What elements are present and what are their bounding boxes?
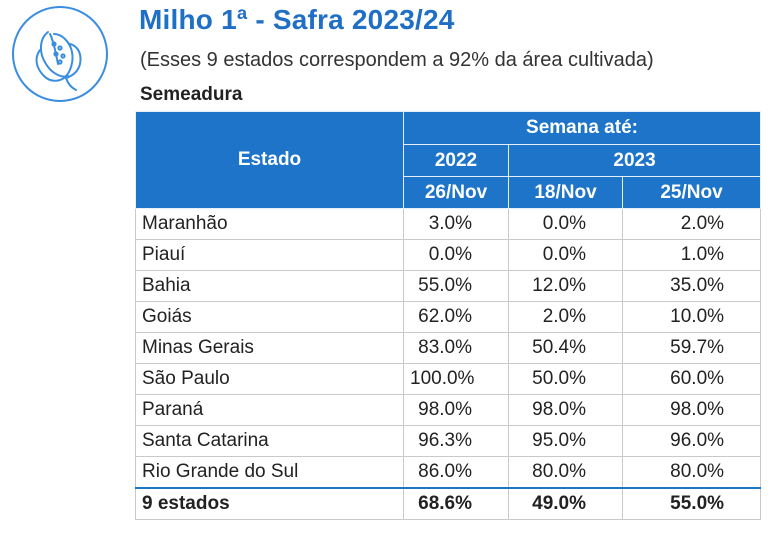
- section-heading: Semeadura: [140, 84, 243, 105]
- table-row: Goiás 62.0% 2.0% 10.0%: [135, 301, 762, 333]
- value-cell: 2.0%: [508, 301, 623, 333]
- total-value: 68.6%: [403, 487, 509, 520]
- table-row: Santa Catarina 96.3% 95.0% 96.0%: [135, 425, 762, 457]
- table-row: Minas Gerais 83.0% 50.4% 59.7%: [135, 332, 762, 364]
- year-header-2022: 2022: [403, 144, 509, 177]
- value-cell: 0.0%: [508, 239, 623, 271]
- state-cell: Bahia: [135, 270, 404, 302]
- table-row: Piauí 0.0% 0.0% 1.0%: [135, 239, 762, 271]
- page-title: Milho 1ª - Safra 2023/24: [139, 4, 455, 35]
- value-cell: 3.0%: [403, 208, 509, 240]
- value-cell: 12.0%: [508, 270, 623, 302]
- total-value: 49.0%: [508, 487, 623, 520]
- total-label: 9 estados: [135, 487, 404, 520]
- table-row: Maranhão 3.0% 0.0% 2.0%: [135, 208, 762, 240]
- value-cell: 1.0%: [621, 239, 762, 271]
- value-cell: 50.4%: [508, 332, 623, 364]
- value-cell: 55.0%: [403, 270, 509, 302]
- total-value: 55.0%: [621, 487, 762, 520]
- value-cell: 0.0%: [508, 208, 623, 240]
- state-cell: São Paulo: [135, 363, 404, 395]
- value-cell: 98.0%: [508, 394, 623, 426]
- table-row: Paraná 98.0% 98.0% 98.0%: [135, 394, 762, 426]
- date-header: 18/Nov: [508, 176, 623, 209]
- value-cell: 86.0%: [403, 456, 509, 489]
- value-cell: 80.0%: [508, 456, 623, 489]
- column-header-state: Estado: [135, 111, 404, 209]
- value-cell: 2.0%: [621, 208, 762, 240]
- table-row: Bahia 55.0% 12.0% 35.0%: [135, 270, 762, 302]
- state-cell: Maranhão: [135, 208, 404, 240]
- value-cell: 0.0%: [403, 239, 509, 271]
- value-cell: 83.0%: [403, 332, 509, 364]
- value-cell: 59.7%: [621, 332, 762, 364]
- value-cell: 35.0%: [621, 270, 762, 302]
- date-header: 26/Nov: [403, 176, 509, 209]
- state-cell: Piauí: [135, 239, 404, 271]
- year-header-2023: 2023: [507, 144, 762, 177]
- state-cell: Minas Gerais: [135, 332, 404, 364]
- value-cell: 50.0%: [508, 363, 623, 395]
- state-cell: Santa Catarina: [135, 425, 404, 457]
- table-row: São Paulo 100.0% 50.0% 60.0%: [135, 363, 762, 395]
- value-cell: 60.0%: [621, 363, 762, 395]
- total-row: 9 estados 68.6% 49.0% 55.0%: [135, 487, 762, 520]
- table-row: Rio Grande do Sul 86.0% 80.0% 80.0%: [135, 456, 762, 489]
- column-group-header: Semana até:: [402, 111, 762, 145]
- sowing-table: Estado Semana até: 2022 2023 26/Nov 18/N…: [135, 111, 762, 520]
- value-cell: 96.0%: [621, 425, 762, 457]
- page-subtitle: (Esses 9 estados correspondem a 92% da á…: [140, 49, 654, 71]
- state-cell: Rio Grande do Sul: [135, 456, 404, 489]
- value-cell: 95.0%: [508, 425, 623, 457]
- value-cell: 98.0%: [621, 394, 762, 426]
- value-cell: 80.0%: [621, 456, 762, 489]
- value-cell: 100.0%: [403, 363, 509, 395]
- value-cell: 98.0%: [403, 394, 509, 426]
- date-header: 25/Nov: [621, 176, 762, 209]
- value-cell: 62.0%: [403, 301, 509, 333]
- value-cell: 10.0%: [621, 301, 762, 333]
- corn-icon: [10, 4, 110, 104]
- state-cell: Goiás: [135, 301, 404, 333]
- value-cell: 96.3%: [403, 425, 509, 457]
- state-cell: Paraná: [135, 394, 404, 426]
